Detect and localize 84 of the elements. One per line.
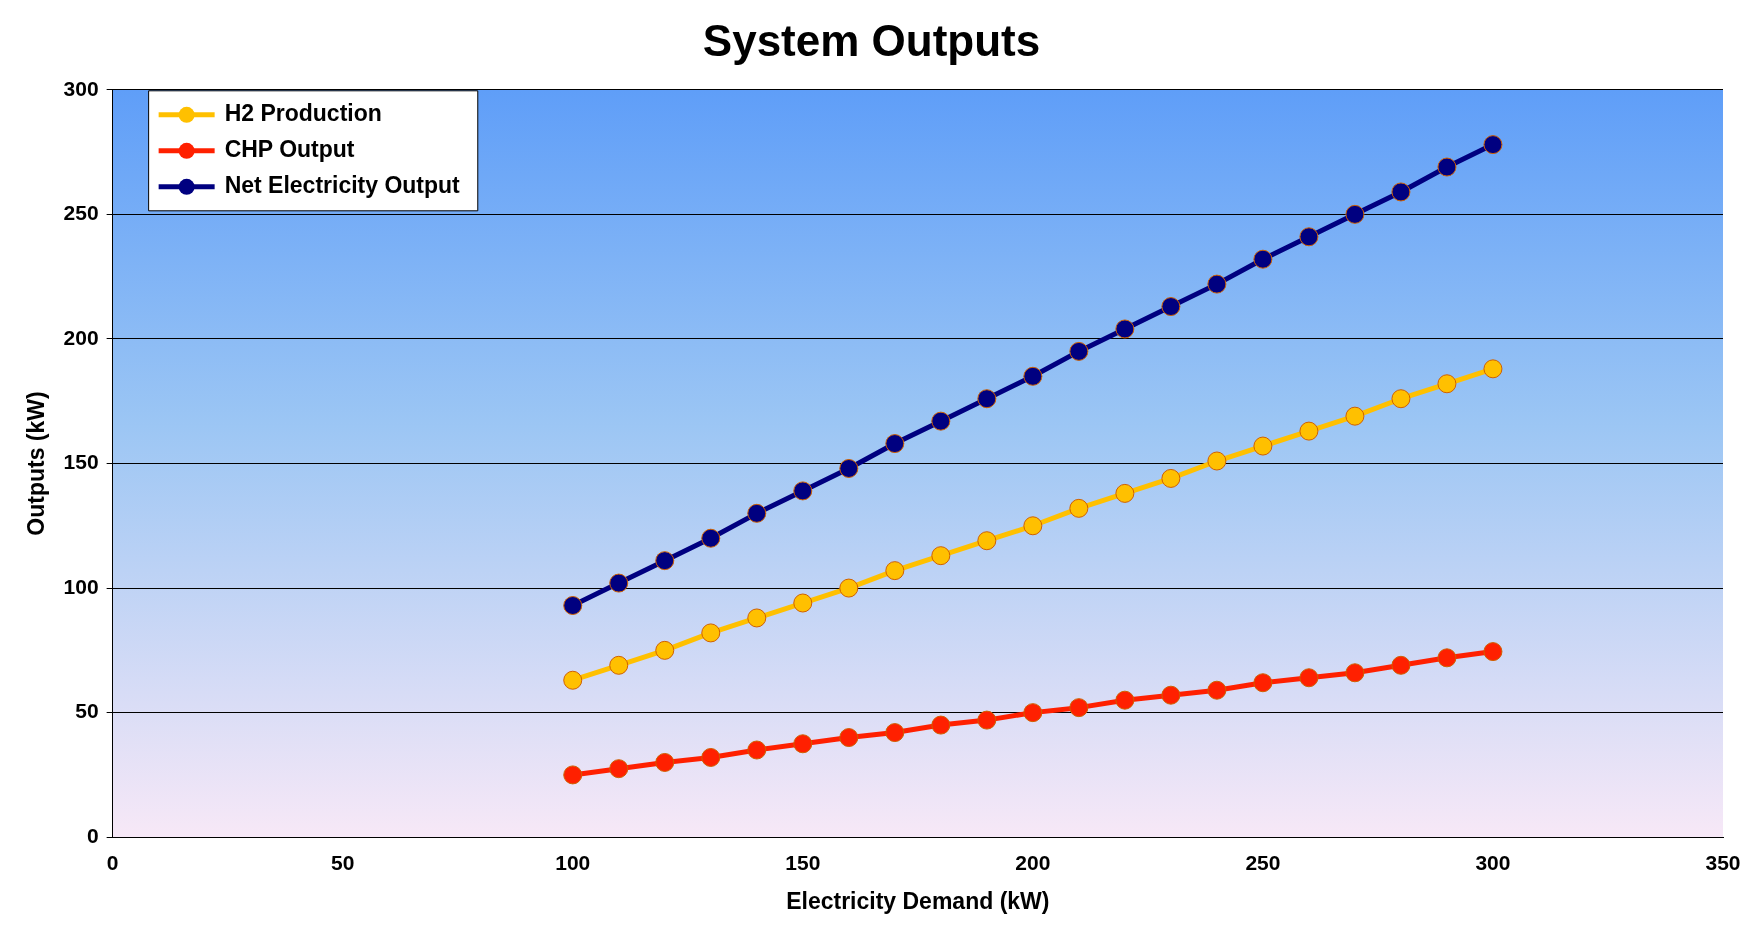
point <box>1253 673 1273 693</box>
point <box>977 389 997 409</box>
point <box>655 752 675 772</box>
point <box>609 759 629 779</box>
y-tick-label: 150 <box>63 450 99 474</box>
x-tick-label: 150 <box>785 850 821 874</box>
point <box>1253 249 1273 269</box>
y-axis-title: Outputs (kW) <box>23 391 50 536</box>
chart-title: System Outputs <box>702 15 1041 65</box>
point <box>1483 359 1503 379</box>
point <box>1115 690 1135 710</box>
point <box>1391 182 1411 202</box>
legend-label: H2 Production <box>224 100 382 127</box>
y-tick-label: 300 <box>63 76 99 100</box>
x-tick-label: 0 <box>106 850 119 874</box>
point <box>655 551 675 571</box>
point <box>1437 374 1457 394</box>
point <box>1345 204 1365 224</box>
point <box>747 503 767 523</box>
point <box>1207 680 1227 700</box>
point <box>563 670 583 690</box>
point <box>1161 685 1181 705</box>
legend-label: CHP Output <box>224 136 355 163</box>
point <box>747 608 767 628</box>
x-tick-label: 200 <box>1015 850 1051 874</box>
y-tick-label: 200 <box>63 325 99 349</box>
x-tick-label: 100 <box>555 850 591 874</box>
point <box>563 765 583 785</box>
point <box>1483 642 1503 662</box>
point <box>977 710 997 730</box>
point <box>1115 319 1135 339</box>
point <box>1115 483 1135 503</box>
point <box>793 734 813 754</box>
point <box>747 740 767 760</box>
point <box>1391 655 1411 675</box>
point <box>655 640 675 660</box>
x-tick-label: 50 <box>331 850 355 874</box>
point <box>1207 451 1227 471</box>
point <box>1437 648 1457 668</box>
point <box>885 723 905 743</box>
point <box>1069 498 1089 518</box>
point <box>885 561 905 581</box>
point <box>1391 389 1411 409</box>
point <box>977 531 997 551</box>
point <box>1023 703 1043 723</box>
point <box>1345 663 1365 683</box>
point <box>1437 157 1457 177</box>
point <box>1207 274 1227 294</box>
y-tick-label: 100 <box>63 574 99 598</box>
point <box>931 546 951 566</box>
x-axis-title: Electricity Demand (kW) <box>786 887 1050 914</box>
point <box>563 596 583 616</box>
x-tick-label: 350 <box>1705 850 1741 874</box>
point <box>1483 135 1503 155</box>
point <box>1345 406 1365 426</box>
point <box>1161 468 1181 488</box>
point <box>609 573 629 593</box>
legend-label: Net Electricity Output <box>224 172 461 199</box>
x-tick-label: 250 <box>1245 850 1281 874</box>
y-tick-label: 50 <box>75 699 99 723</box>
point <box>701 747 721 767</box>
point <box>1299 421 1319 441</box>
point <box>1069 341 1089 361</box>
point <box>931 411 951 431</box>
point <box>701 623 721 643</box>
point <box>931 715 951 735</box>
point <box>1299 227 1319 247</box>
point <box>1023 516 1043 536</box>
point <box>839 728 859 748</box>
point <box>1253 436 1273 456</box>
x-tick-label: 300 <box>1475 850 1511 874</box>
point <box>1023 366 1043 386</box>
y-tick-label: 250 <box>63 201 99 225</box>
point <box>793 481 813 501</box>
point <box>1069 698 1089 718</box>
point <box>609 655 629 675</box>
point <box>885 434 905 454</box>
y-tick-label: 0 <box>86 824 99 847</box>
point <box>1299 668 1319 688</box>
point <box>839 458 859 478</box>
point <box>793 593 813 613</box>
point <box>701 528 721 548</box>
point <box>1161 297 1181 317</box>
point <box>839 578 859 598</box>
